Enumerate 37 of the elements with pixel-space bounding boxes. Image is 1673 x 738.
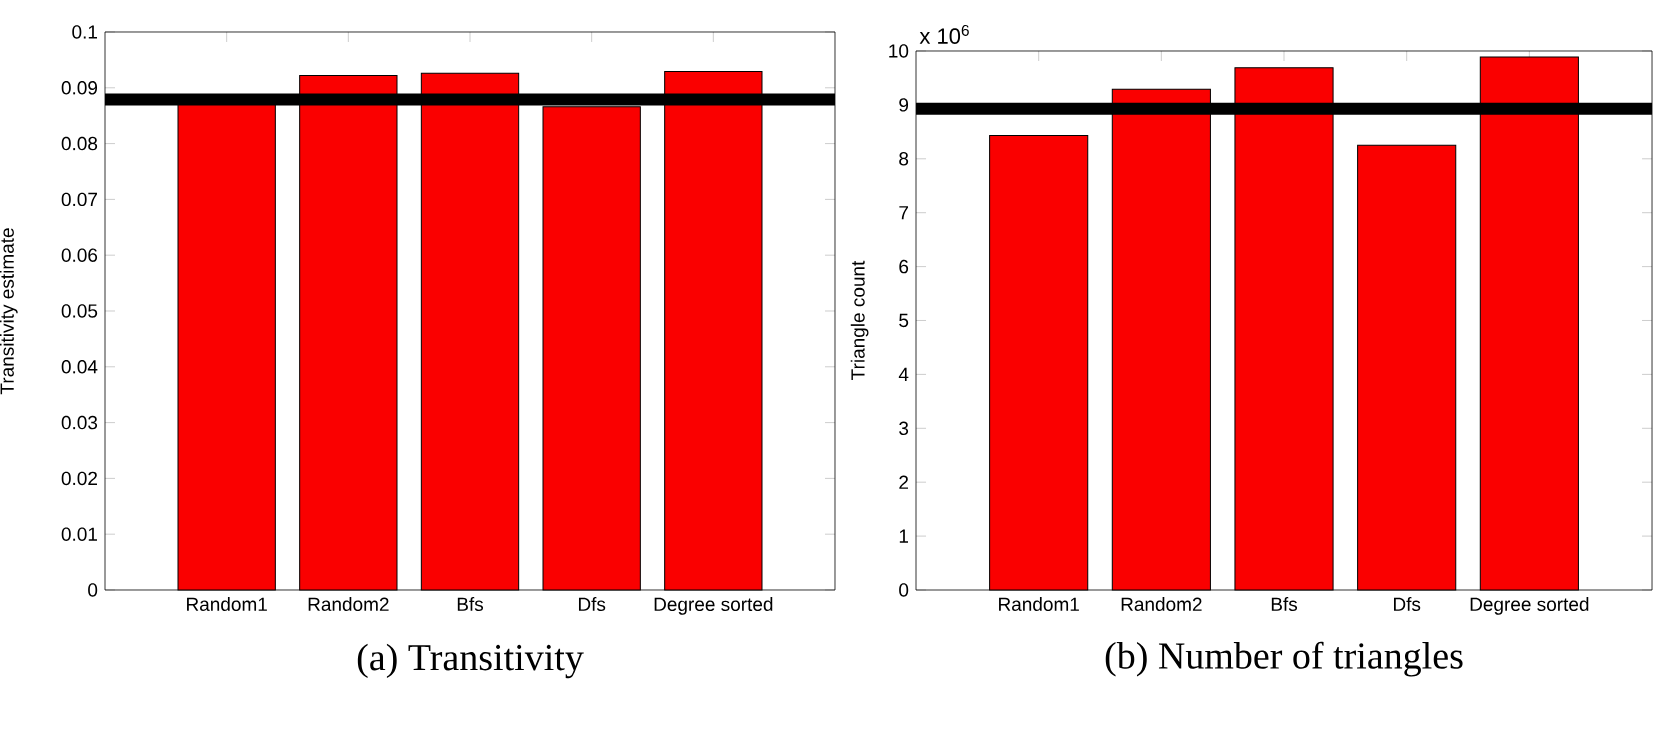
y-tick-label: 0.02 [61,471,97,486]
y-tick-label: 0.08 [61,136,98,151]
y-tick-label: 10 [889,44,909,58]
y-tick-label: 0.01 [61,527,97,541]
x-tick-label: Random1 [187,597,267,612]
y-tick-label: 5 [899,313,909,328]
y-tick-label: 3 [899,421,909,436]
x-tick-label: Bfs [457,597,484,611]
y-tick-label: 4 [898,367,909,381]
x-tick-label: Degree sorted [654,597,773,615]
y-tick-label: 0.05 [61,304,98,318]
y-tick-label: 0 [899,583,909,597]
y-tick-label: 0.07 [61,192,97,207]
y-tick-label: 9 [899,98,909,112]
x-tick-label: Random1 [999,597,1079,612]
text: x 10$^{6}$ [919,25,969,44]
y-tick-label: 0.06 [61,248,98,262]
x-tick-label: Degree sorted [1470,597,1589,615]
x-tick-label: Dfs [578,597,606,611]
y-tick-label: 0.04 [61,360,98,374]
text: (a) Transitivity [357,643,584,679]
y-axis-title: Transitivity estimate [0,228,18,395]
y-tick-label: 0.1 [72,25,97,39]
x-tick-label: Bfs [1271,597,1298,611]
y-axis-title: Triangle count [850,260,869,380]
text: (b) Number of triangles [1105,641,1463,677]
y-tick-label: 0.03 [61,415,98,430]
y-tick-label: 2 [899,475,909,489]
y-tick-label: 7 [899,206,909,220]
y-tick-label: 6 [899,259,909,274]
x-tick-label: Dfs [1394,597,1421,611]
y-tick-label: 0.09 [61,81,98,95]
y-tick-label: 8 [899,152,909,166]
y-tick-label: 1 [899,529,909,543]
y-tick-label: 0 [88,583,98,597]
x-tick-label: Random2 [308,597,389,612]
x-tick-label: Random2 [1121,597,1202,612]
